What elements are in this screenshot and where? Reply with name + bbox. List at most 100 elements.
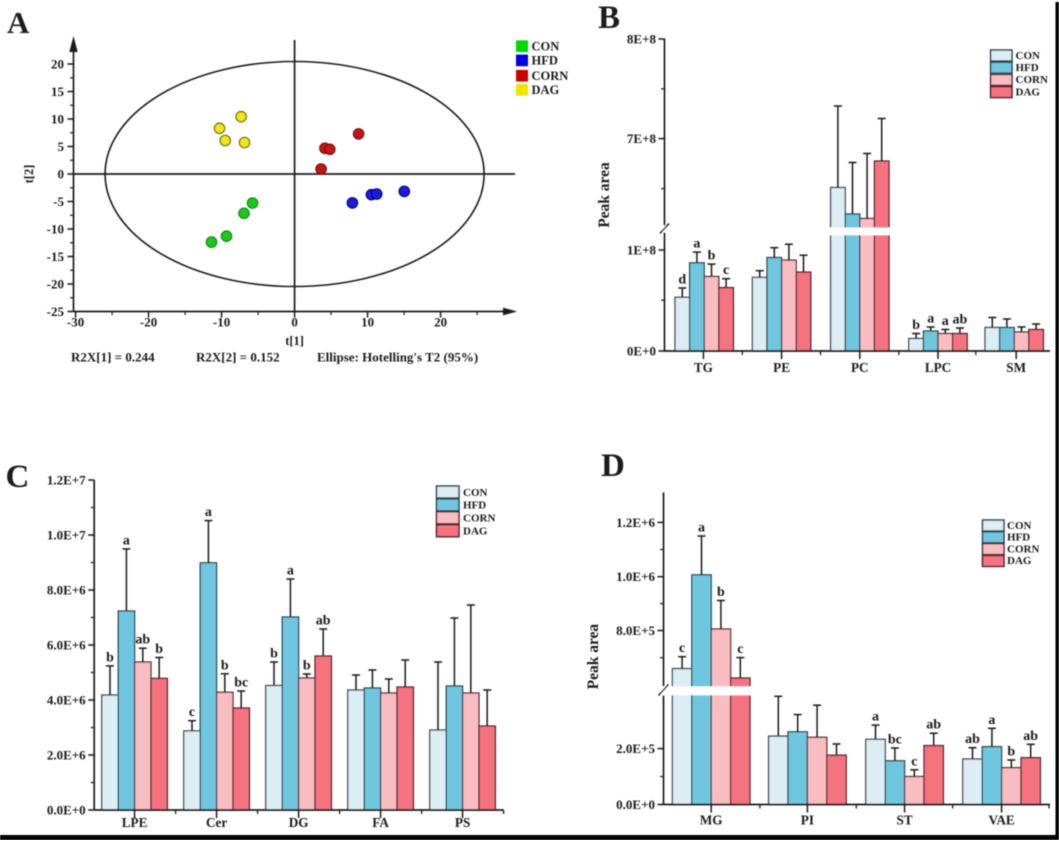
svg-text:DAG: DAG: [532, 83, 560, 97]
svg-text:6.0E+6: 6.0E+6: [47, 638, 86, 653]
svg-text:-20: -20: [140, 315, 157, 330]
svg-text:ab: ab: [316, 614, 331, 629]
svg-text:TG: TG: [694, 360, 713, 375]
svg-text:DAG: DAG: [1007, 555, 1032, 567]
svg-text:Cer: Cer: [206, 815, 227, 830]
svg-text:ST: ST: [897, 813, 913, 828]
svg-text:-20: -20: [47, 277, 64, 292]
svg-text:bc: bc: [234, 676, 248, 691]
svg-text:LPC: LPC: [925, 360, 951, 375]
svg-text:PC: PC: [851, 360, 869, 375]
svg-text:b: b: [717, 585, 725, 600]
svg-text:CON: CON: [532, 39, 560, 53]
svg-text:Peak area: Peak area: [596, 162, 613, 228]
svg-text:CORN: CORN: [1016, 74, 1048, 86]
svg-text:Peak area: Peak area: [585, 624, 602, 690]
svg-text:CORN: CORN: [463, 513, 495, 525]
svg-text:CON: CON: [1016, 50, 1041, 62]
svg-text:HFD: HFD: [532, 54, 558, 68]
svg-text:0: 0: [58, 167, 65, 182]
svg-text:0E+0: 0E+0: [627, 344, 656, 359]
svg-text:a: a: [872, 710, 879, 725]
svg-text:-30: -30: [67, 315, 84, 330]
svg-text:1.2E+6: 1.2E+6: [616, 515, 655, 530]
svg-text:b: b: [270, 647, 278, 662]
svg-text:d: d: [678, 273, 686, 288]
svg-text:20: 20: [51, 57, 64, 72]
svg-text:ab: ab: [965, 732, 980, 747]
svg-text:a: a: [123, 533, 130, 548]
svg-text:ab: ab: [926, 718, 941, 733]
svg-text:MG: MG: [700, 813, 723, 828]
svg-text:a: a: [693, 237, 700, 252]
svg-text:FA: FA: [372, 815, 389, 830]
svg-text:-10: -10: [213, 315, 230, 330]
svg-text:1E+8: 1E+8: [627, 243, 657, 258]
svg-text:b: b: [106, 650, 114, 665]
svg-text:ab: ab: [1023, 729, 1038, 744]
svg-text:VAE: VAE: [989, 813, 1015, 828]
svg-text:HFD: HFD: [1007, 532, 1030, 544]
svg-text:20: 20: [434, 315, 447, 330]
svg-text:15: 15: [51, 84, 65, 99]
svg-text:-15: -15: [47, 249, 65, 264]
svg-text:c: c: [723, 263, 729, 278]
svg-text:t[2]: t[2]: [22, 165, 36, 184]
svg-text:ab: ab: [953, 313, 968, 328]
svg-text:Ellipse: Hotelling's T2 (95%): Ellipse: Hotelling's T2 (95%): [317, 350, 478, 365]
svg-text:a: a: [988, 713, 995, 728]
svg-text:D: D: [601, 448, 625, 484]
svg-text:C: C: [6, 459, 30, 495]
svg-text:SM: SM: [1006, 360, 1026, 375]
svg-text:a: a: [927, 312, 934, 327]
svg-text:4.0E+6: 4.0E+6: [47, 693, 86, 708]
svg-text:8.0E+5: 8.0E+5: [616, 623, 655, 638]
svg-text:LPE: LPE: [122, 815, 148, 830]
svg-text:PS: PS: [455, 815, 470, 830]
svg-text:c: c: [911, 754, 917, 769]
svg-text:CORN: CORN: [1007, 543, 1039, 555]
svg-text:a: a: [287, 564, 294, 579]
svg-text:c: c: [679, 641, 685, 656]
svg-text:PI: PI: [801, 813, 814, 828]
svg-text:b: b: [155, 642, 163, 657]
svg-text:R2X[1] = 0.244: R2X[1] = 0.244: [71, 350, 155, 365]
svg-text:c: c: [189, 705, 195, 720]
svg-text:R2X[2] = 0.152: R2X[2] = 0.152: [196, 350, 280, 365]
svg-text:b: b: [221, 658, 229, 673]
svg-text:DG: DG: [289, 815, 309, 830]
svg-text:c: c: [737, 642, 743, 657]
svg-text:2.0E+5: 2.0E+5: [616, 741, 655, 756]
svg-text:HFD: HFD: [1016, 62, 1039, 74]
svg-text:A: A: [7, 5, 30, 40]
svg-text:DAG: DAG: [463, 526, 488, 538]
svg-text:ab: ab: [135, 633, 150, 648]
svg-text:b: b: [708, 249, 716, 264]
svg-text:2.0E+6: 2.0E+6: [47, 748, 86, 763]
svg-text:7E+8: 7E+8: [627, 131, 657, 146]
svg-text:1.0E+6: 1.0E+6: [616, 569, 655, 584]
svg-text:CORN: CORN: [532, 69, 569, 83]
svg-text:-10: -10: [47, 222, 64, 237]
svg-text:CON: CON: [1007, 520, 1032, 532]
svg-text:-25: -25: [47, 304, 65, 319]
svg-text:1.0E+7: 1.0E+7: [47, 528, 86, 543]
svg-text:0: 0: [291, 315, 298, 330]
svg-text:8E+8: 8E+8: [627, 32, 657, 47]
svg-text:b: b: [303, 659, 311, 674]
svg-text:t[1]: t[1]: [285, 334, 304, 348]
svg-text:8.0E+6: 8.0E+6: [47, 583, 86, 598]
svg-text:bc: bc: [888, 733, 902, 748]
svg-text:a: a: [698, 521, 705, 536]
svg-text:0.0E+0: 0.0E+0: [47, 803, 86, 818]
svg-text:-5: -5: [53, 194, 64, 209]
svg-text:a: a: [942, 314, 949, 329]
svg-text:b: b: [912, 318, 920, 333]
svg-text:B: B: [598, 0, 620, 36]
svg-text:a: a: [205, 505, 212, 520]
svg-text:CON: CON: [463, 487, 488, 499]
svg-text:1.2E+7: 1.2E+7: [47, 473, 86, 488]
svg-text:b: b: [1007, 745, 1015, 760]
svg-text:DAG: DAG: [1016, 86, 1041, 98]
svg-text:10: 10: [361, 315, 374, 330]
